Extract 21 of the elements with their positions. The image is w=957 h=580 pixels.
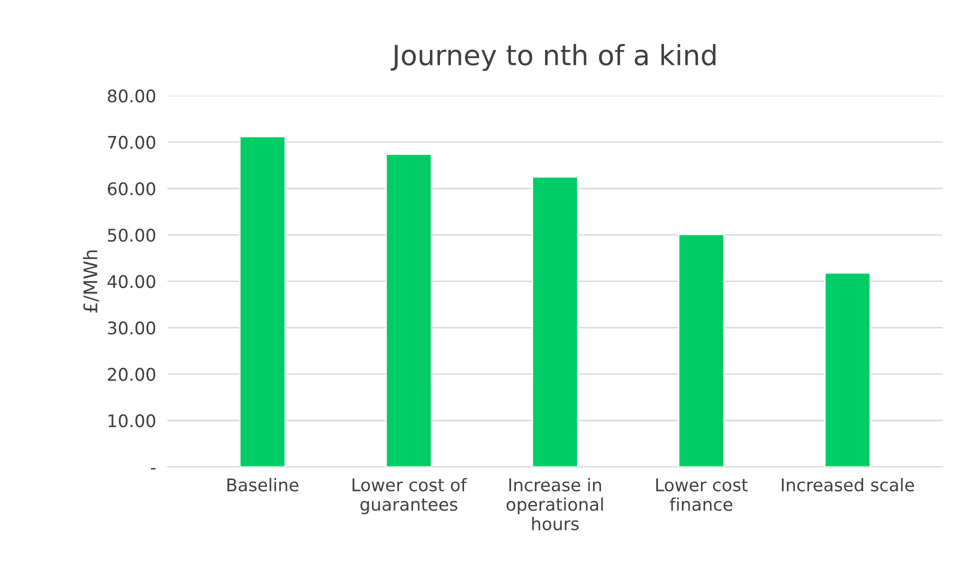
y-tick-label: 50.00 — [108, 228, 156, 242]
y-tick-label: 40.00 — [108, 275, 156, 288]
x-tick-label: Baseline — [227, 478, 298, 492]
y-tick-label: 60.00 — [108, 182, 156, 196]
x-tick-label: Increased scale — [782, 478, 914, 492]
y-tick-label: - — [150, 468, 156, 470]
y-tick-label: 30.00 — [108, 321, 156, 335]
bar — [532, 176, 578, 467]
y-tick-label: 70.00 — [108, 136, 156, 149]
y-axis-title: £/MWh — [82, 250, 99, 313]
y-tick-label: 10.00 — [108, 414, 156, 428]
x-tick-label: Increase in operational hours — [506, 478, 603, 530]
bar — [824, 272, 871, 467]
chart-title: Journey to nth of a kind — [390, 44, 716, 71]
y-tick-label: 20.00 — [108, 368, 156, 381]
x-tick-label: Lower cost finance — [656, 478, 748, 511]
bar — [678, 234, 725, 467]
x-tick-label: Lower cost of guarantees — [352, 478, 468, 514]
bar — [385, 153, 432, 467]
y-tick-label: 80.00 — [108, 89, 156, 103]
bar — [239, 136, 286, 467]
